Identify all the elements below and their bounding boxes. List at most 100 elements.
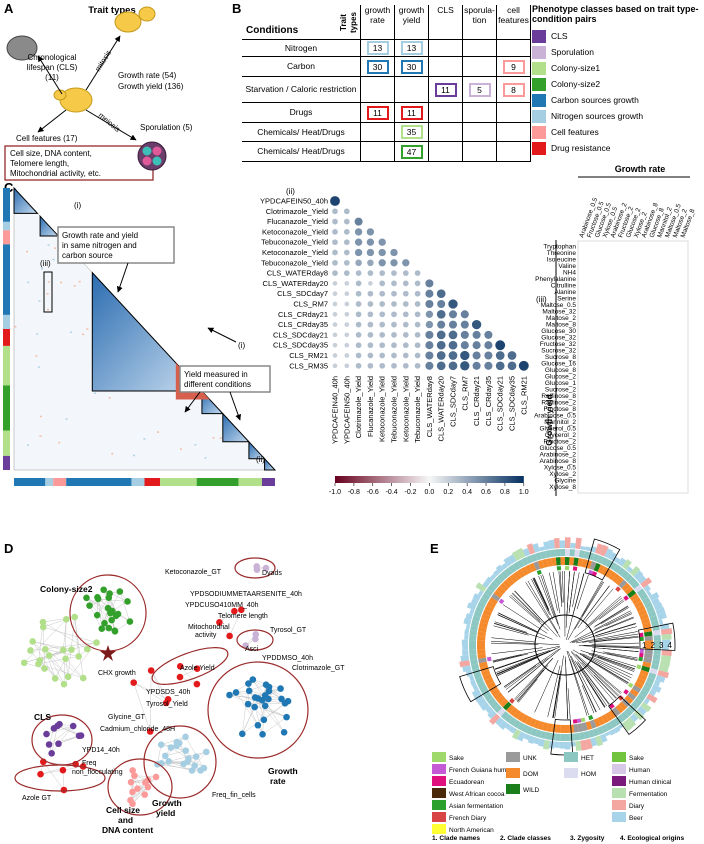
legend-label: HET [581, 755, 594, 762]
ring-segment [608, 709, 617, 719]
network-node [251, 694, 259, 701]
ring-segment [613, 556, 621, 564]
count-box: 11 [366, 105, 389, 120]
ring-segment [536, 569, 542, 575]
ring-segment [502, 701, 512, 711]
heatmap-speck [143, 438, 146, 440]
ring-segment [596, 555, 605, 564]
ring-segment [634, 681, 644, 689]
correlation-dot [391, 362, 397, 369]
ring-segment [657, 670, 670, 679]
correlation-dot [402, 352, 409, 359]
label: NH4 [563, 269, 576, 276]
heatmap-block [91, 271, 204, 392]
tree-branch [572, 623, 636, 643]
cluster-outline [207, 661, 309, 759]
tree-branch [581, 581, 604, 617]
network-node [64, 673, 72, 681]
correlation-dot [436, 351, 446, 360]
ring-segment [548, 539, 555, 550]
axis-title: Growth rate [615, 164, 666, 174]
tree-branch [597, 656, 635, 671]
network-edge [48, 725, 74, 745]
ring-segment [517, 722, 525, 731]
ring-segment [615, 576, 624, 586]
count-box: 11 [434, 82, 457, 97]
tree-branch [571, 652, 614, 701]
cell: 11 [360, 102, 395, 123]
correlation-dot [448, 361, 458, 371]
class-bar [14, 478, 46, 486]
ring-segment [475, 605, 484, 614]
ring-segment [491, 593, 501, 602]
count-box: 47 [400, 144, 423, 159]
correlation-dot [332, 332, 338, 338]
ring-segment [532, 543, 540, 553]
ring-segment [486, 601, 496, 609]
ring-segment [648, 672, 657, 680]
network-node [144, 783, 152, 791]
label: Dyads [262, 570, 282, 577]
ring-segment [555, 724, 561, 733]
ring-segment [508, 554, 517, 564]
label: Growth yield (136) [118, 82, 184, 91]
ring-segment [487, 697, 496, 706]
label: Tyrosol_GT [270, 627, 307, 634]
class-bar [45, 478, 54, 486]
label: CLS_SDCday35 [273, 341, 328, 350]
condition: Chemicals/ Heat/Drugs [242, 122, 361, 142]
correlation-dot [495, 351, 505, 360]
correlation-dot [460, 320, 469, 329]
ring-segment [641, 617, 650, 625]
correlation-dot [367, 321, 374, 328]
ring-segment [629, 593, 639, 602]
network-node [94, 595, 102, 603]
network-node [192, 753, 200, 760]
tree-branch [514, 590, 547, 625]
ring-segment [477, 697, 487, 707]
ring-segment [633, 709, 645, 721]
network-node [105, 624, 113, 632]
tree-branch [558, 571, 563, 607]
ring-segment [508, 717, 517, 726]
correlation-dot [367, 301, 374, 307]
ring-segment [469, 645, 477, 651]
label: Tryptophan [543, 243, 576, 250]
tree-branch [571, 617, 634, 643]
label: CLS_RM7 [293, 300, 328, 309]
ring-segment [565, 741, 571, 750]
ring-segment [613, 726, 621, 734]
ring-segment [469, 639, 477, 646]
correlation-dot [355, 352, 362, 359]
ring-segment [484, 605, 494, 613]
correlation-dot [366, 248, 375, 257]
ring-segment [661, 650, 672, 657]
correlation-dot [402, 332, 409, 338]
network-node [107, 609, 114, 617]
tree-branch [549, 572, 558, 611]
correlation-dot [391, 301, 397, 307]
ring-segment [648, 610, 657, 618]
ring-segment [545, 550, 552, 558]
heatmap-speck [60, 281, 63, 284]
label: YPDSDS_40h [146, 689, 190, 696]
class-bar [3, 244, 10, 315]
ring-segment [477, 645, 486, 650]
label: mitosis [93, 48, 113, 73]
correlation-dot [425, 351, 434, 360]
ring-segment [597, 716, 605, 726]
correlation-dot [344, 281, 350, 286]
legend-swatch [612, 800, 626, 810]
correlation-dot [343, 249, 350, 256]
legend-swatch [532, 109, 546, 123]
ring-segment [497, 573, 506, 583]
ring-segment [615, 704, 624, 714]
label: Ketoconazole_Yield [378, 376, 387, 442]
cell: 9 [496, 56, 531, 77]
legend-label: French Diary [449, 815, 487, 822]
network-node [134, 785, 141, 792]
ring-segment [580, 717, 586, 723]
legend-label: West African cocoa [449, 791, 505, 798]
network-node [83, 594, 90, 602]
axis-title: Growth yield [544, 394, 554, 445]
